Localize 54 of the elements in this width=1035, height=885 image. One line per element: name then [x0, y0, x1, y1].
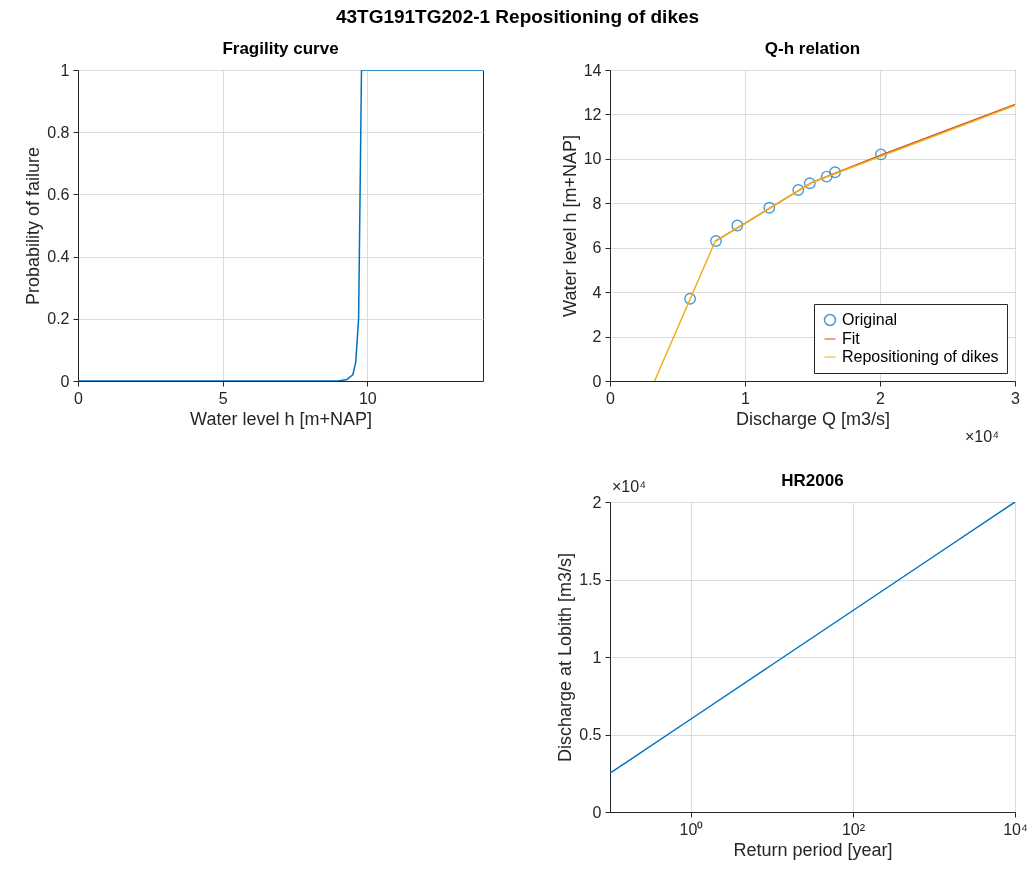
y-tick-label: 2: [592, 493, 602, 511]
x-tick-label: 10²: [841, 820, 866, 838]
x-tick-label: 1: [741, 389, 751, 407]
y-tick-label: 0: [592, 372, 602, 390]
text: ×10⁴: [612, 478, 647, 496]
y-tick-label: 8: [592, 194, 602, 212]
text: 43TG191TG202-1 Repositioning of dikes: [334, 6, 701, 28]
y-tick-label: 0.5: [579, 726, 602, 743]
y-tick-label: 12: [583, 105, 602, 123]
y-tick-label: 6: [592, 239, 602, 257]
chart-title: Fragility curve: [222, 39, 339, 58]
point: [875, 148, 887, 161]
y-tick-label: 2: [592, 328, 602, 346]
x-tick-label: 10⁴: [1003, 820, 1028, 838]
point: [829, 166, 841, 179]
text: ×10⁴: [965, 428, 1000, 446]
point: [763, 201, 776, 214]
x-tick-label: 2: [876, 389, 886, 407]
y-tick-label: 1: [60, 61, 70, 79]
x-axis-title: Water level h [m+NAP]: [190, 408, 372, 429]
x-tick-label: 0: [74, 389, 84, 407]
x-axis-title: Return period [year]: [733, 839, 893, 860]
x-axis-title: Discharge Q [m3/s]: [735, 408, 891, 429]
line-series: [653, 104, 1015, 381]
y-axis-title: Water level h [m+NAP]: [559, 135, 580, 317]
y-tick-label: 0.8: [47, 123, 70, 141]
point: [684, 292, 696, 305]
y-tick-label: 1: [592, 648, 602, 666]
legend-label: Original: [842, 311, 898, 328]
y-tick-label: 0: [60, 372, 70, 390]
y-tick-label: 1.5: [579, 571, 602, 588]
legend-label: Repositioning of dikes: [842, 348, 999, 365]
point: [710, 235, 722, 247]
legend-label: Fit: [842, 330, 861, 347]
x-tick-label: 10⁰: [679, 820, 704, 838]
x-tick-label: 3: [1011, 389, 1021, 407]
y-tick-label: 0: [592, 803, 602, 821]
x-tick-label: 5: [218, 389, 228, 407]
point: [803, 177, 816, 190]
y-tick-label: 4: [592, 283, 602, 301]
point: [820, 170, 833, 183]
y-tick-label: 0.4: [47, 248, 70, 266]
y-axis-title: Discharge at Lobith [m3/s]: [555, 552, 576, 763]
point: [731, 219, 744, 232]
y-tick-label: 14: [583, 61, 602, 79]
x-tick-label: 0: [606, 389, 616, 407]
y-tick-label: 0.2: [47, 310, 70, 328]
chart-title: Q-h relation: [764, 39, 861, 58]
x-tick-label: 10: [358, 389, 377, 407]
chart-title: HR2006: [781, 471, 844, 490]
y-tick-label: 0.6: [47, 185, 70, 203]
y-axis-title: Probability of failure: [23, 146, 44, 306]
y-tick-label: 10: [583, 150, 602, 168]
point: [792, 184, 805, 196]
